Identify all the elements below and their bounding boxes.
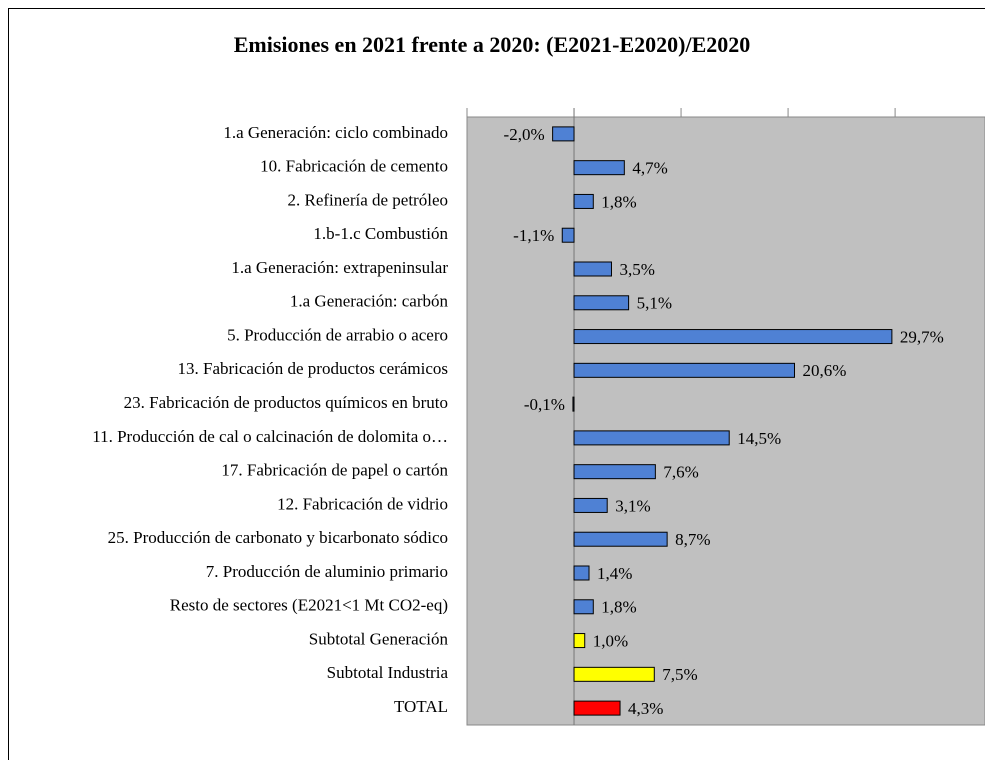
value-label: 4,7%: [632, 159, 667, 178]
bar: [573, 295, 630, 311]
bar: [573, 599, 594, 615]
category-label: Subtotal Generación: [309, 629, 449, 648]
category-label: 1.a Generación: carbón: [290, 292, 449, 311]
value-label: 14,5%: [737, 429, 781, 448]
value-label: -2,0%: [504, 125, 545, 144]
value-label: 20,6%: [802, 361, 846, 380]
bar: [573, 430, 730, 446]
category-label: Resto de sectores (E2021<1 Mt CO2-eq): [170, 596, 448, 615]
category-label: 17. Fabricación de papel o cartón: [221, 461, 448, 480]
value-label: -1,1%: [513, 226, 554, 245]
category-label: 7. Producción de aluminio primario: [206, 562, 448, 581]
bar: [573, 362, 795, 378]
category-label: 13. Fabricación de productos cerámicos: [178, 359, 449, 378]
category-label: 1.a Generación: ciclo combinado: [223, 123, 448, 142]
category-label: 5. Producción de arrabio o acero: [227, 325, 448, 344]
category-label: 1.a Generación: extrapeninsular: [231, 258, 448, 277]
category-label: 2. Refinería de petróleo: [288, 190, 449, 209]
bar: [573, 261, 612, 277]
category-label: 12. Fabricación de vidrio: [277, 494, 448, 513]
category-label: 1.b-1.c Combustión: [313, 224, 448, 243]
bar: [573, 666, 655, 682]
value-label: 1,8%: [601, 598, 636, 617]
category-label: 11. Producción de cal o calcinación de d…: [92, 427, 448, 446]
bar: [573, 329, 893, 345]
plot-area: [466, 116, 985, 726]
chart-title: Emisiones en 2021 frente a 2020: (E2021-…: [234, 32, 751, 57]
value-label: 3,5%: [619, 260, 654, 279]
bar: [573, 160, 625, 176]
bar: [573, 700, 621, 716]
value-label: 1,4%: [597, 564, 632, 583]
category-label: TOTAL: [394, 697, 448, 716]
value-label: 4,3%: [628, 699, 663, 718]
bar: [573, 531, 668, 547]
bar: [572, 396, 575, 412]
value-label: 5,1%: [637, 294, 672, 313]
value-label: 8,7%: [675, 530, 710, 549]
category-label: 25. Producción de carbonato y bicarbonat…: [108, 528, 448, 547]
bar: [573, 193, 594, 209]
value-label: 1,8%: [601, 192, 636, 211]
value-label: 7,5%: [662, 665, 697, 684]
value-label: 3,1%: [615, 496, 650, 515]
value-label: 7,6%: [663, 463, 698, 482]
category-label: Subtotal Industria: [327, 663, 449, 682]
value-label: 29,7%: [900, 327, 944, 346]
value-label: -0,1%: [524, 395, 565, 414]
bar: [552, 126, 575, 142]
bar: [573, 633, 586, 649]
bar: [573, 497, 608, 513]
bar: [573, 464, 656, 480]
value-label: 1,0%: [593, 631, 628, 650]
bar: [573, 565, 590, 581]
category-label: 23. Fabricación de productos químicos en…: [124, 393, 448, 412]
bar: [561, 227, 575, 243]
category-label: 10. Fabricación de cemento: [260, 157, 448, 176]
